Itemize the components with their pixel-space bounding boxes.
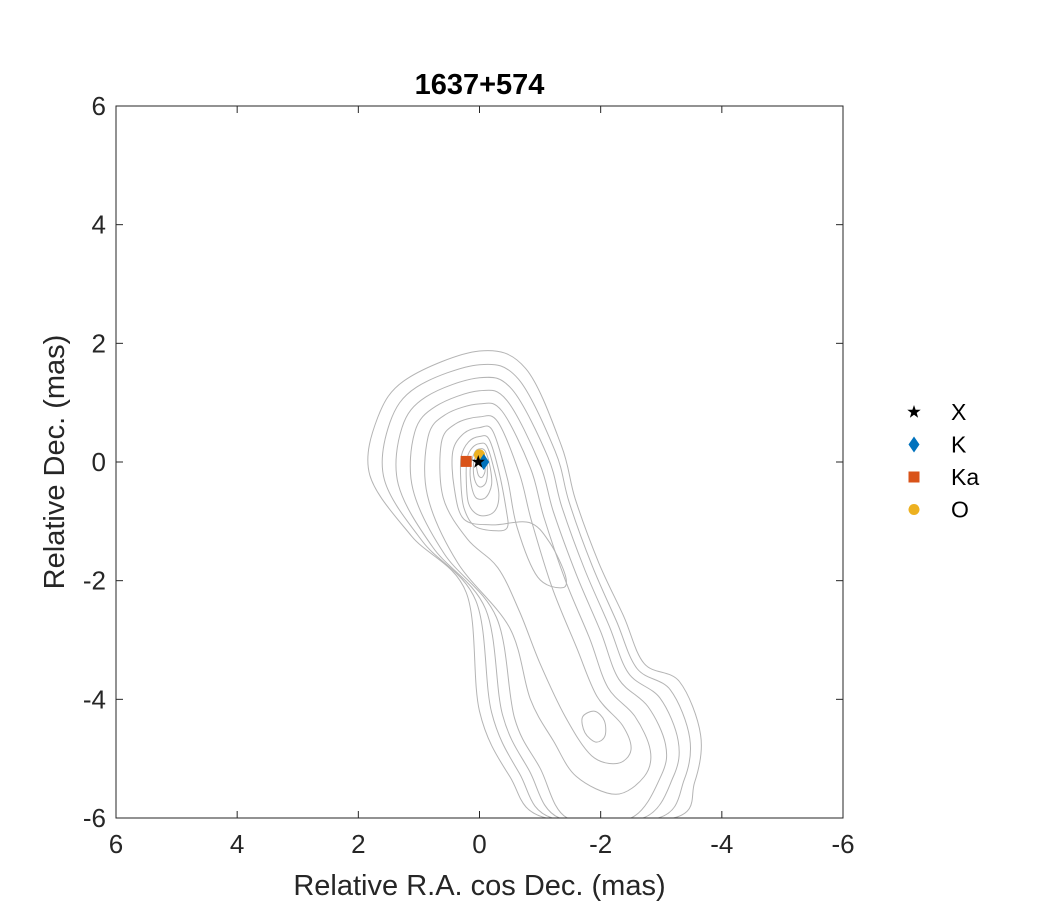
legend-marker-k (908, 436, 920, 453)
x-tick-label: -2 (589, 829, 612, 859)
data-point-ka (460, 455, 472, 467)
x-tick-label: -4 (710, 829, 733, 859)
y-tick-label: -2 (83, 566, 106, 596)
y-tick-label: 2 (92, 328, 106, 358)
legend-marker-x (907, 405, 921, 418)
x-tick-label: -6 (831, 829, 854, 859)
contour-level-13 (581, 710, 607, 743)
legend-marker-o (908, 504, 920, 515)
chart-title: 1637+574 (415, 69, 545, 101)
x-tick-label: 2 (351, 829, 365, 859)
marker-layer (460, 449, 490, 470)
legend-marker-ka (908, 471, 920, 483)
axes-layer (115, 105, 844, 819)
contour-level-3 (395, 376, 680, 818)
contour-layer (367, 350, 702, 818)
legend-label-k: K (951, 432, 967, 458)
y-tick-label: 0 (92, 447, 106, 477)
x-tick-label: 6 (109, 829, 123, 859)
x-tick-label: 4 (230, 829, 244, 859)
x-axis-title: Relative R.A. cos Dec. (mas) (293, 870, 665, 902)
x-tick-label: 0 (472, 829, 486, 859)
contour-level-10 (469, 448, 493, 500)
contour-level-5 (424, 402, 652, 795)
legend: XK Ka O (907, 399, 979, 523)
y-axis-title: Relative Dec. (mas) (39, 335, 71, 590)
data-point-x (471, 455, 485, 468)
contour-level-9 (465, 442, 500, 517)
contour-level-4 (409, 389, 668, 818)
y-tick-label: -4 (83, 684, 106, 714)
legend-label-x: X (951, 399, 966, 425)
contour-level-7 (451, 425, 567, 589)
tick-labels: 6 4 2 0 -2 -4 -6 -6 -4 -2 0 2 4 6 (83, 91, 855, 859)
y-tick-label: 4 (92, 210, 106, 240)
y-tick-label: -6 (83, 803, 106, 833)
legend-label-o: O (951, 497, 969, 523)
y-tick-label: 6 (92, 91, 106, 121)
legend-label-ka: Ka (951, 464, 979, 490)
contour-level-8 (459, 435, 509, 532)
contour-level-1 (367, 350, 702, 818)
contour-level-6 (439, 415, 632, 765)
